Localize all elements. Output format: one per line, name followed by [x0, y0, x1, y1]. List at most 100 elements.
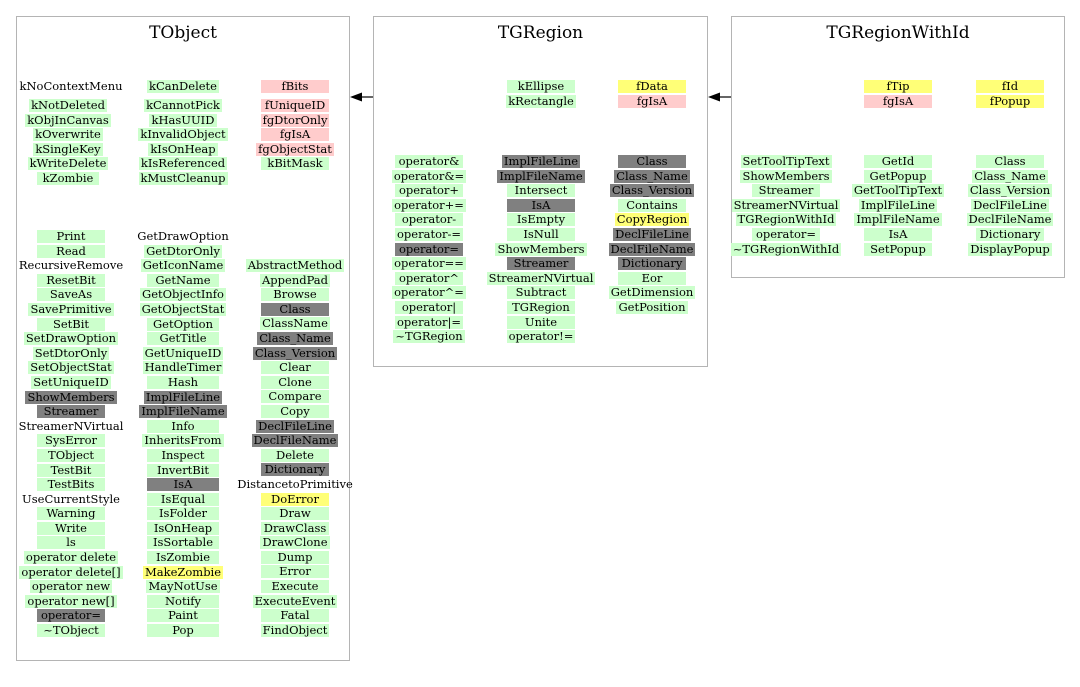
member-cell: DeclFileLine	[256, 418, 334, 433]
member-cell: operator^=	[392, 285, 466, 300]
member-cell: TestBit	[37, 463, 105, 477]
member-cell: IsA	[507, 198, 575, 212]
member-column: fData fgIsA	[618, 80, 686, 109]
member-column: GetDrawOption GetDtorOnly GetIconName GetNa…	[137, 230, 229, 639]
member-cell: MayNotUse	[146, 579, 220, 594]
member-cell: GetOption	[147, 317, 219, 331]
member-cell: SetDrawOption	[23, 331, 119, 346]
member-cell: TGRegionWithId	[735, 212, 837, 227]
member-cell: Dictionary	[618, 257, 686, 271]
member-cell: AbstractMethod	[245, 258, 345, 272]
member-cell: Class_Version	[609, 183, 695, 198]
member-cell: GetIconName	[140, 258, 226, 273]
member-cell: SetBit	[37, 317, 105, 331]
member-cell: Print	[37, 230, 105, 243]
member-cell: GetToolTipText	[851, 183, 945, 198]
member-cell: operator new[]	[25, 593, 117, 608]
member-cell: Class_Name	[614, 168, 690, 183]
member-cell: fId	[976, 80, 1044, 93]
member-cell: Paint	[147, 609, 219, 623]
member-cell: DisplayPopup	[968, 241, 1052, 256]
member-cell: FindObject	[260, 622, 330, 637]
member-cell: operator|=	[395, 314, 463, 329]
member-cell: CopyRegion	[614, 212, 690, 227]
member-cell: kHasUUID	[149, 113, 217, 127]
member-cell: SetDtorOnly	[32, 345, 110, 360]
member-cell: fPopup	[976, 94, 1044, 108]
member-cell: Class_Name	[257, 330, 333, 345]
member-cell: DrawClone	[260, 535, 330, 550]
member-column: kCanDelete	[147, 79, 219, 95]
member-cell: Clone	[261, 375, 329, 389]
member-cell: Browse	[261, 288, 329, 302]
member-cell: Write	[37, 521, 105, 535]
member-cell: TObject	[37, 448, 105, 462]
member-cell: DeclFileLine	[971, 197, 1049, 212]
member-cell: HandleTimer	[142, 360, 224, 375]
member-cell: operator!=	[506, 329, 576, 344]
member-cell: fgIsA	[261, 128, 329, 142]
member-cell: fData	[618, 80, 686, 93]
member-cell: Error	[261, 565, 329, 579]
member-cell: Notify	[147, 594, 219, 608]
member-cell: Info	[147, 419, 219, 433]
member-cell: MakeZombie	[142, 564, 224, 579]
member-cell: operator&	[395, 155, 463, 168]
member-cell: Copy	[261, 404, 329, 418]
member-cell: Unite	[507, 315, 575, 329]
member-cell: operator|	[395, 300, 463, 314]
class-title: TGRegion	[497, 23, 584, 43]
member-cell: kSingleKey	[33, 141, 103, 156]
class-title: TObject	[149, 23, 217, 43]
member-cell: Streamer	[752, 184, 820, 198]
member-column: SetToolTipText ShowMembers Streamer Streame…	[730, 155, 842, 257]
member-cell: SetObjectStat	[28, 360, 114, 375]
member-cell: GetObjectInfo	[140, 287, 226, 302]
member-cell: Class_Name	[972, 168, 1048, 183]
member-cell: ExecuteEvent	[252, 593, 338, 608]
member-cell: IsFolder	[147, 507, 219, 521]
member-column: Class Class_Name Class_Version DeclFileLine…	[966, 155, 1054, 257]
member-cell: SetToolTipText	[740, 154, 832, 168]
member-cell: ~TObject	[37, 624, 105, 638]
member-cell: fTip	[864, 80, 932, 93]
member-cell: operator+	[395, 184, 463, 198]
member-cell: operator-=	[395, 226, 464, 241]
member-cell: Execute	[261, 580, 329, 594]
member-cell: Fatal	[261, 609, 329, 623]
member-cell: Draw	[261, 507, 329, 521]
member-cell: kCanDelete	[147, 79, 219, 93]
member-cell: StreamerNVirtual	[18, 418, 124, 433]
member-cell: IsEqual	[147, 492, 219, 506]
member-cell: Read	[37, 244, 105, 258]
member-cell: GetObjectStat	[139, 301, 227, 316]
member-cell: GetPopup	[864, 169, 932, 183]
member-cell: operator+=	[392, 197, 466, 212]
member-cell: IsSortable	[147, 536, 219, 550]
member-cell: operator-	[395, 213, 463, 227]
member-cell: DoError	[261, 492, 329, 506]
member-cell: RecursiveRemove	[18, 258, 124, 273]
member-cell: Class	[976, 155, 1044, 168]
member-column: kCannotPick kHasUUID kInvalidObject kIsOnHe…	[138, 99, 228, 187]
member-cell: SaveAs	[37, 288, 105, 302]
member-cell: DeclFileName	[966, 212, 1054, 227]
member-cell: ImplFileName	[139, 404, 227, 419]
member-cell: kObjInCanvas	[25, 112, 111, 127]
member-cell: ImplFileLine	[501, 154, 581, 168]
member-cell: kRectangle	[506, 93, 576, 108]
member-cell: GetPosition	[616, 299, 688, 314]
member-cell: ShowMembers	[25, 389, 117, 404]
member-cell: Class	[618, 155, 686, 168]
member-cell: StreamerNVirtual	[731, 197, 841, 212]
member-cell: kCannotPick	[144, 98, 222, 112]
member-cell: DeclFileName	[608, 241, 696, 256]
member-cell: SavePrimitive	[28, 301, 114, 316]
member-cell: IsNull	[507, 227, 575, 241]
member-cell: Streamer	[507, 257, 575, 271]
member-cell: ImplFileLine	[858, 197, 938, 212]
member-cell: kOverwrite	[33, 127, 103, 142]
member-cell: ~TGRegion	[393, 329, 465, 344]
member-column: Class Class_Name Class_Version Contains Copy…	[608, 155, 696, 316]
